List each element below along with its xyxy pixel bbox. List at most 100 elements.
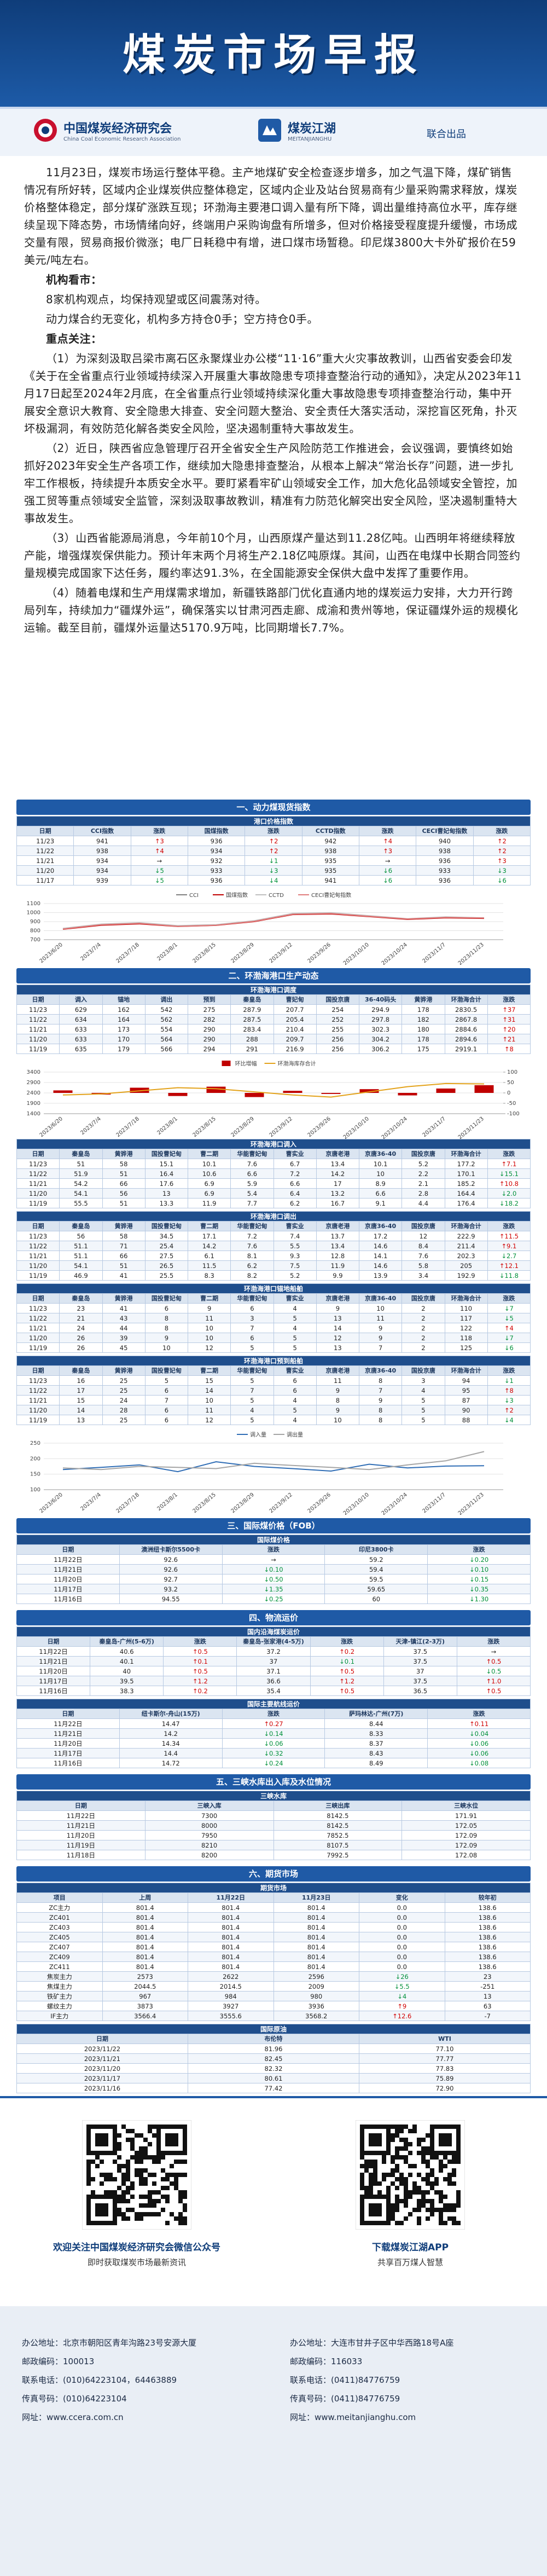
header-cell: 涨跌 (487, 1293, 531, 1304)
table-cell: 7.5 (273, 1260, 317, 1271)
table-cell: 11 (316, 1375, 360, 1386)
qr-cell (399, 2173, 404, 2177)
table: 国际主要航线运价 日期 纽卡斯尔-舟山(15万) 涨跌 萨玛林达-广州(7万) 涨跌 11月… (16, 1699, 531, 1768)
table-cell: ↓0.06 (427, 1738, 531, 1749)
qr-cell (404, 2160, 408, 2164)
qr-cell (434, 2190, 439, 2195)
table-cell: 2044.5 (102, 1981, 188, 1992)
table-cell: 12 (187, 1342, 231, 1353)
qr-cell (360, 2164, 364, 2168)
qr-cell (456, 2199, 461, 2203)
qr-cell (447, 2208, 452, 2212)
table-cell: 13 (316, 1342, 360, 1353)
header-row: 日期 CCI指数 涨跌 国煤指数 涨跌 CCTD指数 涨跌 CECI曹妃甸指数 涨跌 (16, 826, 531, 836)
qr-cell (439, 2216, 443, 2221)
table-cell: 255 (316, 1024, 360, 1034)
qr-cell (152, 2125, 156, 2129)
table-cell: 9 (316, 1303, 360, 1313)
header-cell: 调出 (144, 994, 189, 1005)
section-title-bar: 二、环渤海港口生产动态 (0, 965, 547, 985)
qr-cell (408, 2173, 412, 2177)
table-cell: 290 (187, 1034, 231, 1044)
qr-cell (148, 2155, 152, 2160)
qr-cell (360, 2177, 364, 2181)
table-cell: 4 (273, 1303, 317, 1313)
data-table: 国际原油 日期 布伦特 WTI 2023/11/22 81.96 77.10 2023/11/… (0, 2024, 547, 2096)
y2-tick-label: 100 (507, 1069, 517, 1075)
table-cell: → (456, 1646, 531, 1657)
y-tick-label: 150 (30, 1472, 40, 1478)
table-cell: 162 (102, 1004, 146, 1015)
qr-cell (447, 2173, 452, 2177)
qr-cell (395, 2221, 399, 2225)
table-cell: 11/23 (16, 1231, 60, 1241)
table-cell: 11/23 (16, 1159, 60, 1169)
table-cell: 2867.8 (444, 1014, 488, 1024)
chart-box: 1400 1900 2400 2900 3400 -100 -50 0 50 100 2023/6/… (0, 1057, 547, 1141)
x-tick-label: 2023/10/24 (381, 942, 409, 965)
table-cell: 6.9 (187, 1188, 231, 1199)
table-cell: 936 (187, 875, 246, 885)
table-cell: ↑9.1 (487, 1241, 531, 1251)
table-cell: 564 (144, 1034, 189, 1044)
header-cell: 华能曹妃甸 (230, 1221, 274, 1231)
table-row: 11月21日 40.1 ↑0.1 37 ↓0.1 37.5 ↑0.5 (16, 1656, 531, 1666)
heading: 重点关注： (46, 332, 102, 345)
table-cell: 铁矿主力 (16, 1991, 103, 2001)
table-cell: 287.5 (230, 1014, 274, 1024)
qr-cell (95, 2155, 100, 2160)
table-cell: ↓6 (358, 865, 417, 876)
qr-cell (165, 2195, 170, 2199)
table-row: 11月18日 8200 7992.5 172.08 (16, 1850, 531, 1860)
table-cell: 9 (358, 1323, 403, 1333)
qr-code (355, 2120, 465, 2230)
table-cell: 7.6 (230, 1159, 274, 1169)
paragraph: 动力煤合约无变化，机构多方持仓0手；空方持仓0手。 (46, 312, 318, 326)
table-cell: ↑0.5 (456, 1656, 531, 1666)
table-cell: 7.7 (230, 1198, 274, 1208)
table-row: 铁矿主力 967 984 980 ↓4 13 (16, 1991, 531, 2001)
caption-row: 环渤海港口预到船舶 (16, 1356, 531, 1366)
table-cell: 7 (230, 1323, 274, 1333)
header-cell: 上周 (102, 1892, 188, 1903)
table-cell: 936 (416, 855, 474, 866)
table-cell: 4 (273, 1323, 317, 1333)
qr-cell (417, 2186, 421, 2190)
header-cell: 日期 (16, 1544, 120, 1555)
qr-cell (434, 2181, 439, 2186)
data-table: 环渤海港口调出 日期 秦皇岛 黄骅港 国投曹妃甸 曹二期 华能曹妃甸 曹实业 京唐老港 京唐36-… (0, 1211, 547, 1283)
table-cell: 11月18日 (16, 1850, 146, 1860)
table-cell: 282 (187, 1014, 231, 1024)
header-row: 日期 纽卡斯尔-舟山(15万) 涨跌 萨玛林达-广州(7万) 涨跌 (16, 1709, 531, 1719)
x-tick-label: 2023/6/20 (39, 942, 64, 964)
qr-cell (447, 2203, 452, 2208)
table-cell: 9.9 (316, 1270, 360, 1281)
x-tick-label: 2023/8/15 (192, 942, 217, 964)
section-title-bar: 四、物流运价 (0, 1607, 547, 1626)
qr-cell (443, 2208, 447, 2212)
table-cell: 87 (444, 1395, 488, 1405)
table-cell: 56 (59, 1231, 103, 1241)
qr-cell (126, 2173, 130, 2177)
caption-row: 期货市场 (16, 1883, 531, 1893)
y-tick-label: 3400 (27, 1069, 40, 1075)
table-cell: 21 (59, 1313, 103, 1323)
table-caption: 期货市场 (16, 1883, 531, 1893)
header-cell: 涨跌 (456, 1636, 531, 1647)
contact-line: 传真号码：(010)64223104 (22, 2394, 127, 2404)
qr-cell (156, 2155, 161, 2160)
table-cell: 11月22日 (16, 1554, 120, 1565)
table-cell: 5 (273, 1342, 317, 1353)
table-cell: -251 (444, 1981, 531, 1992)
table-cell: 5.2 (401, 1159, 445, 1169)
bar (359, 1089, 379, 1093)
qr-cell (443, 2221, 447, 2225)
table-cell: 205.4 (273, 1014, 317, 1024)
table-cell: 2596 (273, 1971, 359, 1982)
qr-cell (439, 2208, 443, 2212)
table-cell: 210.4 (273, 1024, 317, 1034)
table-cell: ↑3 (358, 846, 417, 856)
qr-block: 欢迎关注中国煤炭经济研究会微信公众号 即时获取煤炭市场最新资讯 (27, 2120, 246, 2268)
table-cell: 170 (102, 1034, 146, 1044)
table-cell: 14.2 (316, 1168, 360, 1179)
